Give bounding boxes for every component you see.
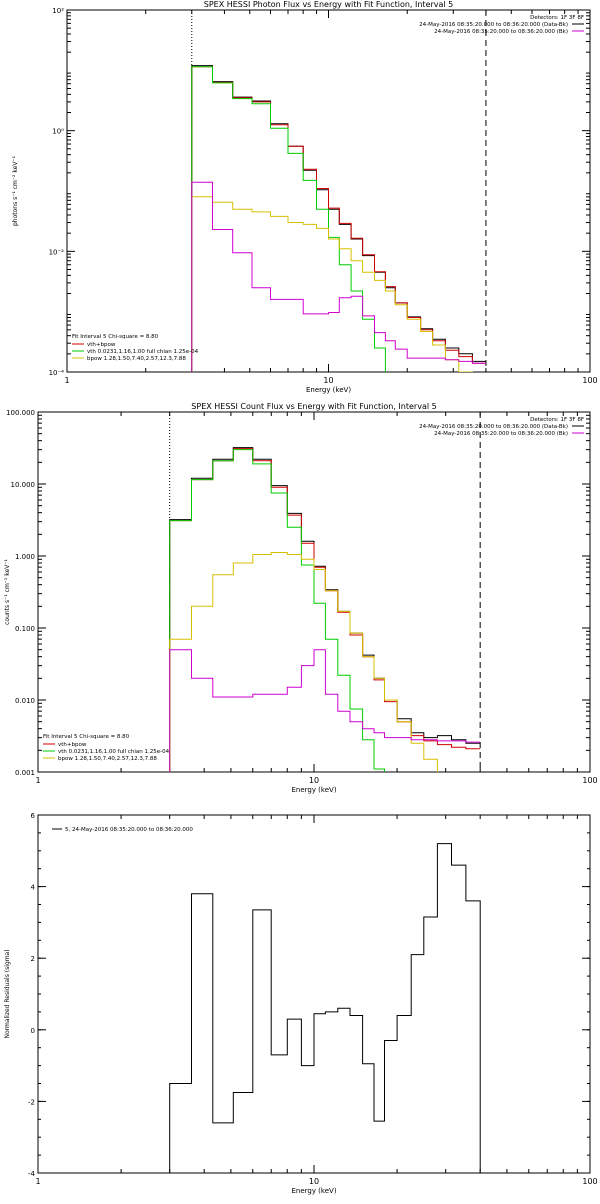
y-tick-label: 0	[31, 1027, 35, 1035]
x-tick-label: 1	[35, 1177, 40, 1186]
legend-item-label: bpow 1.28,1.50,7.40,2.57,12.3,7.88	[87, 356, 186, 362]
y-tick-label: 100.000	[6, 409, 35, 417]
y-axis-label: photons s⁻¹ cm⁻² keV⁻¹	[12, 155, 19, 226]
legend-item-label: vth+bpow	[87, 342, 116, 348]
y-tick-label: 4	[31, 884, 36, 892]
legend-item-label: bpow 1.28,1.50,7.40,2.57,12.3,7.88	[58, 756, 157, 762]
x-tick-label: 100	[582, 1177, 597, 1186]
y-tick-label: 2	[31, 955, 35, 963]
legend-item-label: vth+bpow	[58, 742, 87, 748]
chart-title: SPEX HESSI Count Flux vs Energy with Fit…	[191, 402, 436, 411]
y-tick-label: 0.010	[15, 697, 35, 705]
x-tick-label: 1	[64, 376, 69, 385]
y-axis-label: counts s⁻¹ cm⁻² keV⁻¹	[4, 559, 11, 625]
legend-item-label: 24-May-2016 08:35:20.000 to 08:36:20.000…	[419, 424, 568, 430]
x-tick-label: 100	[582, 776, 597, 785]
legend-item-label: vth 0.0231,1.16,1.00 full chian 1.25e-04	[87, 349, 199, 355]
legend-header: Detectors: 1F 3F 8F	[530, 15, 584, 21]
legend-header: Fit Interval 5 Chi-square = 8.80	[43, 734, 130, 740]
legend-header: Fit Interval 5 Chi-square = 8.80	[72, 334, 159, 340]
x-tick-label: 1	[35, 776, 40, 785]
y-tick-label: -4	[28, 1170, 36, 1178]
legend-item-label: 24-May-2016 08:35:20.000 to 08:36:20.000…	[434, 29, 568, 35]
y-tick-label: 6	[31, 812, 36, 820]
x-axis-label: Energy (keV)	[291, 1187, 336, 1195]
y-tick-label: 1.000	[15, 553, 35, 561]
x-axis-label: Energy (keV)	[291, 786, 336, 794]
legend-item-label: 24-May-2016 08:35:20.000 to 08:36:20.000…	[419, 22, 568, 28]
y-tick-label: 10.000	[11, 481, 36, 489]
chart-title: SPEX HESSI Photon Flux vs Energy with Fi…	[204, 0, 454, 9]
x-axis-label: Energy (keV)	[306, 386, 351, 394]
y-tick-label: 0.100	[15, 625, 35, 633]
x-tick-label: 100	[582, 376, 597, 385]
y-tick-label: 10⁻⁴	[49, 369, 65, 377]
y-tick-label: -2	[28, 1098, 35, 1106]
legend-item-label: 24-May-2016 08:35:20.000 to 08:36:20.000…	[434, 431, 568, 437]
x-tick-label: 10	[309, 1177, 319, 1186]
y-axis-label: Normalized Residuals (sigma)	[4, 949, 11, 1038]
legend-item-label: vth 0.0231,1.16,1.00 full chian 1.25e-04	[58, 749, 170, 755]
legend-header: Detectors: 1F 3F 8F	[530, 417, 584, 423]
x-tick-label: 10	[323, 376, 333, 385]
y-tick-label: 0.001	[15, 769, 35, 777]
y-tick-label: 10⁰	[52, 128, 64, 136]
legend-top-left: 5, 24-May-2016 08:35:20.000 to 08:36:20.…	[52, 827, 193, 833]
legend-item-label: 5, 24-May-2016 08:35:20.000 to 08:36:20.…	[65, 827, 193, 833]
x-tick-label: 10	[309, 776, 319, 785]
y-tick-label: 10²	[52, 7, 64, 15]
y-tick-label: 10⁻²	[49, 248, 65, 256]
